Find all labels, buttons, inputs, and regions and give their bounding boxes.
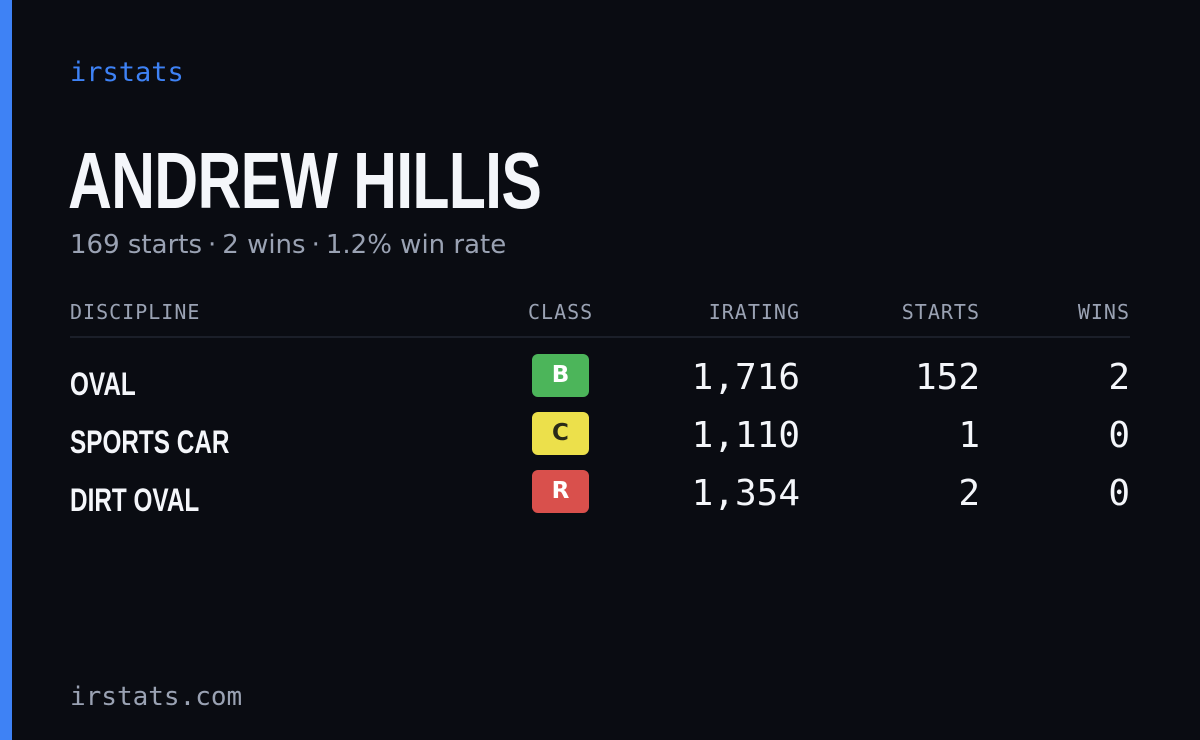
class-badge: C [532, 412, 589, 455]
class-badge: B [532, 354, 589, 397]
footer-url: irstats.com [70, 682, 243, 712]
table-row: SPORTS CAR C 1,110 1 0 [70, 408, 1130, 466]
stats-table-body: OVAL B 1,716 152 2 SPORTS CAR C 1,110 1 … [70, 350, 1130, 524]
accent-bar [0, 0, 12, 740]
irating-cell: 1,716 [691, 357, 800, 398]
discipline-cell: OVAL [70, 366, 136, 402]
wins-summary: 2 wins [222, 230, 306, 260]
stats-table-header: DISCIPLINE CLASS IRATING STARTS WINS [70, 296, 1130, 338]
header-starts: STARTS [901, 300, 980, 324]
wins-cell: 0 [1108, 473, 1130, 514]
discipline-cell: DIRT OVAL [70, 482, 200, 518]
summary-separator: · [208, 230, 217, 260]
starts-cell: 2 [958, 473, 980, 514]
header-class: CLASS [528, 300, 594, 324]
class-badge: R [532, 470, 589, 513]
win-rate-summary: 1.2% win rate [325, 230, 507, 260]
driver-name: ANDREW HILLIS [68, 136, 542, 225]
irating-cell: 1,110 [691, 415, 800, 456]
starts-cell: 152 [914, 357, 980, 398]
header-discipline: DISCIPLINE [70, 300, 201, 324]
starts-summary: 169 starts [70, 230, 202, 260]
header-irating: IRATING [708, 300, 800, 324]
wins-cell: 2 [1108, 357, 1130, 398]
driver-summary: 169 starts · 2 wins · 1.2% win rate [70, 228, 506, 262]
brand-logo: irstats [70, 57, 184, 88]
summary-separator: · [311, 230, 320, 260]
wins-cell: 0 [1108, 415, 1130, 456]
starts-cell: 1 [958, 415, 980, 456]
header-wins: WINS [1077, 300, 1130, 324]
table-row: OVAL B 1,716 152 2 [70, 350, 1130, 408]
irating-cell: 1,354 [691, 473, 800, 514]
table-row: DIRT OVAL R 1,354 2 0 [70, 466, 1130, 524]
discipline-cell: SPORTS CAR [70, 424, 230, 460]
